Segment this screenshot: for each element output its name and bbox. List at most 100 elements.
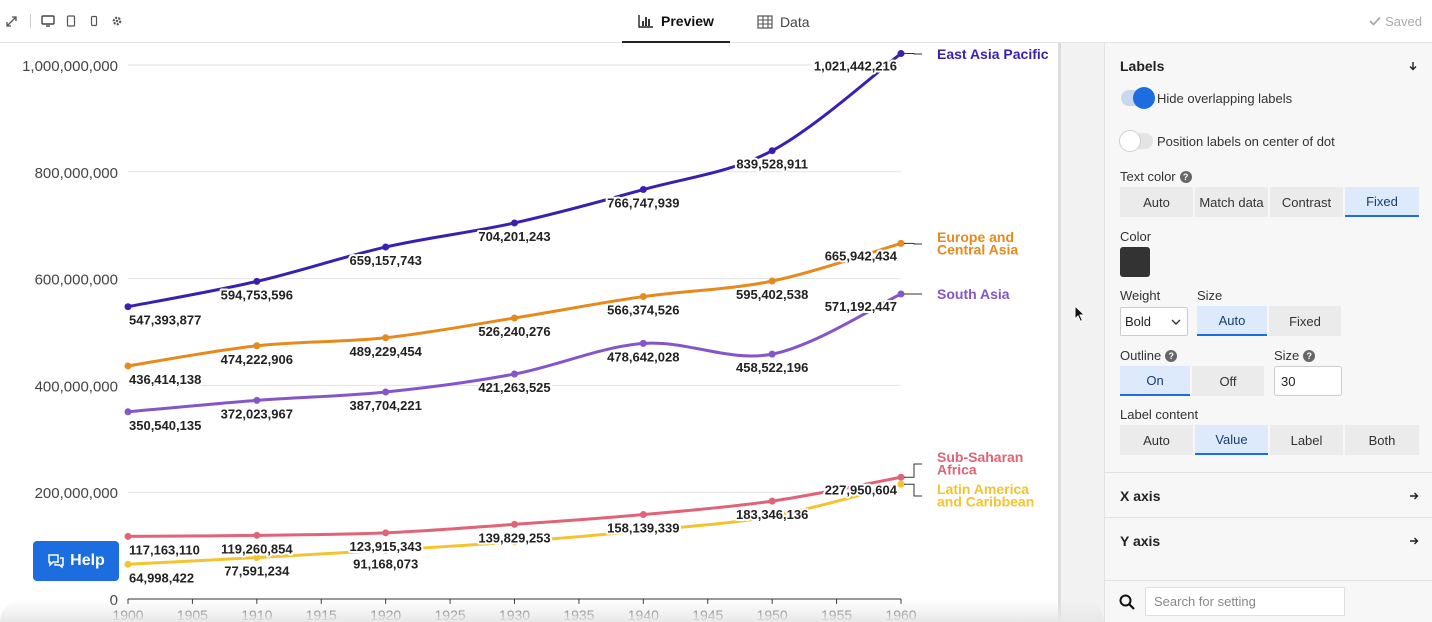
- data-label: 665,942,434: [825, 248, 898, 263]
- data-point: [639, 511, 647, 519]
- data-point: [253, 554, 261, 562]
- data-label: 458,522,196: [736, 360, 808, 375]
- text-color-label-text: Text color: [1120, 169, 1176, 184]
- outline-label: Outline ?: [1120, 348, 1178, 363]
- data-label: 526,240,276: [478, 324, 550, 339]
- size-auto[interactable]: Auto: [1197, 306, 1267, 336]
- help-question-icon[interactable]: ?: [1179, 170, 1192, 183]
- label-content-auto[interactable]: Auto: [1120, 425, 1193, 455]
- size-label: Size: [1197, 288, 1223, 303]
- data-point: [382, 334, 390, 342]
- data-point: [253, 396, 261, 404]
- data-point: [639, 527, 647, 535]
- help-question-icon[interactable]: ?: [1303, 349, 1316, 362]
- data-label: 158,139,339: [607, 521, 679, 536]
- text-color-contrast[interactable]: Contrast: [1270, 187, 1343, 217]
- tab-data[interactable]: Data: [741, 0, 826, 43]
- series-name-label: Latin America and Caribbean: [937, 481, 1034, 510]
- position-center-toggle[interactable]: [1119, 130, 1153, 152]
- position-center-row: Position labels on center of dot: [1119, 130, 1335, 152]
- desktop-icon[interactable]: [41, 14, 55, 28]
- data-point: [897, 50, 905, 58]
- settings-panel: Labels Hide overlapping labels Position …: [1104, 43, 1432, 622]
- data-label: 421,263,525: [478, 380, 550, 395]
- series-line: [126, 241, 903, 368]
- data-label: 139,829,253: [478, 530, 550, 545]
- checkmark-icon: [1369, 14, 1381, 29]
- hide-overlapping-label: Hide overlapping labels: [1157, 90, 1293, 106]
- search-input[interactable]: [1145, 587, 1345, 616]
- data-label: 91,168,073: [353, 556, 418, 571]
- bar-chart-icon: [638, 14, 654, 28]
- settings-search: [1105, 580, 1432, 622]
- data-point: [511, 520, 518, 528]
- data-label: 436,414,138: [129, 372, 201, 387]
- bottom-fade: [0, 600, 1104, 622]
- data-label: 117,163,110: [129, 542, 200, 557]
- data-point: [124, 303, 132, 311]
- color-swatch[interactable]: [1120, 247, 1150, 277]
- tab-preview-label: Preview: [661, 12, 714, 29]
- y-tick-label: 1,000,000,000: [22, 58, 118, 75]
- outline-size-input[interactable]: [1274, 366, 1342, 396]
- data-label: 350,540,135: [129, 418, 201, 433]
- outline-label-text: Outline: [1120, 348, 1162, 363]
- search-icon: [1119, 594, 1135, 615]
- outline-off[interactable]: Off: [1192, 366, 1264, 396]
- data-point: [768, 277, 776, 285]
- label-content-label-option[interactable]: Label: [1270, 425, 1343, 455]
- y-tick-label: 800,000,000: [35, 165, 118, 182]
- data-label: 123,915,343: [350, 539, 422, 554]
- panel-gutter: [1058, 43, 1104, 622]
- data-label: 183,346,136: [736, 507, 808, 522]
- series-name-label: Europe and Central Asia: [937, 229, 1018, 258]
- top-toolbar: Preview Data Saved: [0, 0, 1432, 43]
- data-point: [768, 147, 776, 155]
- help-button[interactable]: Help: [33, 541, 119, 581]
- position-center-label: Position labels on center of dot: [1157, 133, 1335, 149]
- data-point: [124, 408, 132, 416]
- label-connector: [904, 242, 922, 245]
- data-point: [511, 219, 518, 227]
- y-tick-label: 600,000,000: [35, 272, 118, 289]
- gear-icon[interactable]: [110, 14, 124, 28]
- labels-section-header[interactable]: Labels: [1105, 43, 1432, 89]
- text-color-fixed[interactable]: Fixed: [1345, 187, 1419, 217]
- mobile-icon[interactable]: [87, 14, 101, 28]
- data-point: [382, 388, 390, 396]
- data-label: 566,374,526: [607, 303, 679, 318]
- text-color-options: Auto Match data Contrast Fixed: [1120, 187, 1421, 217]
- x-axis-section[interactable]: X axis: [1105, 472, 1432, 518]
- data-point: [511, 538, 518, 546]
- data-label: 387,704,221: [350, 398, 422, 413]
- y-axis-title: Y axis: [1120, 532, 1161, 549]
- label-content-value[interactable]: Value: [1195, 425, 1268, 455]
- data-label: 704,201,243: [478, 229, 550, 244]
- tablet-icon[interactable]: [64, 14, 78, 28]
- text-color-match-data[interactable]: Match data: [1195, 187, 1268, 217]
- y-axis-section[interactable]: Y axis: [1105, 517, 1432, 563]
- text-color-auto[interactable]: Auto: [1120, 187, 1193, 217]
- outline-on[interactable]: On: [1120, 366, 1190, 396]
- data-label: 227,950,604: [825, 482, 898, 497]
- expand-icon[interactable]: [4, 14, 18, 28]
- tab-preview[interactable]: Preview: [622, 0, 730, 43]
- data-label: 77,591,234: [224, 564, 290, 579]
- help-label: Help: [70, 552, 105, 569]
- labels-section-title: Labels: [1120, 58, 1165, 74]
- saved-status: Saved: [1369, 14, 1422, 29]
- size-fixed[interactable]: Fixed: [1269, 306, 1341, 336]
- series-name-label: Sub-Saharan Africa: [937, 449, 1023, 478]
- label-content-both[interactable]: Both: [1345, 425, 1419, 455]
- help-question-icon[interactable]: ?: [1165, 349, 1178, 362]
- color-label: Color: [1120, 229, 1152, 244]
- view-controls: [4, 14, 133, 28]
- data-point: [253, 342, 261, 350]
- line-chart: 0200,000,000400,000,000600,000,000800,00…: [22, 46, 1049, 622]
- data-label: 372,023,967: [221, 406, 293, 421]
- series-line: [126, 52, 903, 309]
- data-point: [639, 339, 647, 347]
- hide-overlapping-toggle[interactable]: [1121, 87, 1155, 109]
- weight-select[interactable]: Bold: [1120, 307, 1188, 336]
